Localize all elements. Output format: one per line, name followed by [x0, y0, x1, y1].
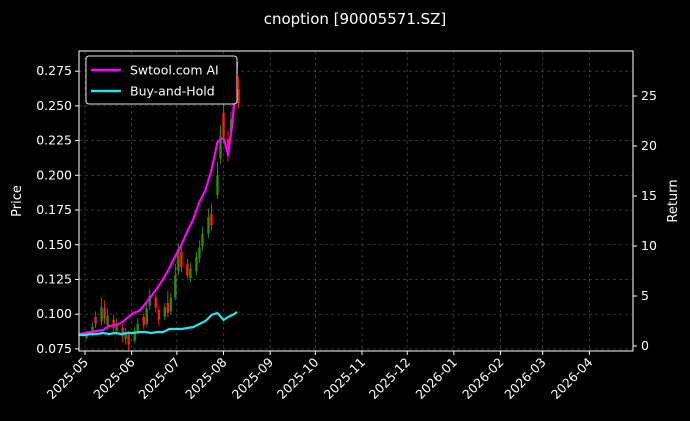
legend: Swtool.com AI Buy-and-Hold — [85, 55, 238, 105]
candle-body — [222, 112, 225, 137]
candle-body — [103, 308, 106, 319]
y2-tick-label: 5 — [641, 288, 649, 303]
candle-body — [219, 136, 222, 159]
candle-body — [133, 330, 136, 341]
candle-body — [201, 233, 204, 247]
return-lines — [78, 61, 239, 337]
candle-body — [136, 323, 139, 331]
candle-body — [189, 268, 192, 279]
legend-label: Swtool.com AI — [130, 63, 219, 78]
candle-body — [195, 257, 198, 272]
candle-body — [94, 316, 97, 324]
series-line-buy-and-hold — [79, 311, 238, 337]
left-axis-ticks: 0.075 0.100 0.125 0.150 0.175 0.200 0.225 0.250… — [36, 63, 79, 356]
candle-body — [174, 275, 177, 298]
candle-body — [216, 175, 219, 195]
legend-box — [85, 55, 238, 105]
candle-body — [106, 315, 109, 326]
candle-body — [85, 335, 88, 338]
candle-body — [142, 316, 145, 326]
candle-body — [166, 303, 170, 313]
legend-label: Buy-and-Hold — [130, 84, 215, 99]
y2-tick-label: 15 — [641, 188, 657, 203]
candle-body — [115, 323, 118, 331]
y2-tick-label: 10 — [641, 238, 657, 253]
candle-body — [237, 89, 240, 104]
candle-body — [121, 328, 124, 337]
candle-body — [180, 251, 183, 267]
candle-body — [163, 307, 167, 317]
y-tick-label: 0.200 — [36, 167, 72, 182]
y-tick-label: 0.075 — [36, 341, 72, 356]
candle-body — [100, 307, 103, 322]
chart-title: cnoption [90005571.SZ] — [264, 10, 447, 28]
candle-body — [198, 247, 201, 259]
y-tick-label: 0.100 — [36, 306, 72, 321]
y-tick-label: 0.225 — [36, 133, 72, 148]
candle-body — [148, 296, 151, 306]
y2-tick-label: 20 — [641, 138, 657, 153]
candle-body — [177, 250, 180, 272]
candle-body — [112, 319, 115, 329]
candle-body — [169, 297, 173, 312]
y2-tick-label: 25 — [641, 88, 657, 103]
candle-body — [124, 332, 127, 340]
y-tick-label: 0.175 — [36, 202, 72, 217]
y-axis-label-left: Price — [10, 185, 25, 217]
y-tick-label: 0.250 — [36, 98, 72, 113]
candle-body — [210, 214, 213, 226]
candle-body — [186, 264, 189, 276]
y-tick-label: 0.125 — [36, 271, 72, 286]
candle-body — [157, 310, 160, 320]
candle-body — [207, 216, 210, 234]
plot-frame — [78, 50, 634, 352]
series-line-swtool-ai — [78, 61, 239, 336]
y2-tick-label: 0 — [641, 338, 649, 353]
y-axis-label-right: Return — [666, 179, 681, 222]
candle-body — [127, 335, 130, 345]
right-axis-ticks: 0 5 10 15 20 25 — [633, 88, 657, 353]
candle-body — [154, 297, 157, 308]
y-tick-label: 0.150 — [36, 237, 72, 252]
candle-body — [145, 308, 148, 324]
y-tick-label: 0.275 — [36, 63, 72, 78]
